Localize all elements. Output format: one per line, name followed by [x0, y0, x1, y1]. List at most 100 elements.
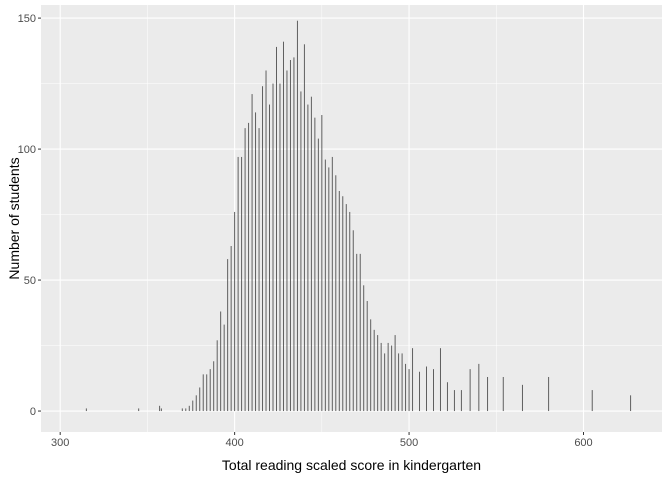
bar: [206, 374, 208, 412]
bar: [331, 156, 333, 412]
bar: [398, 353, 400, 412]
x-tick-label: 600: [574, 437, 592, 449]
bar: [352, 230, 354, 412]
bar: [213, 361, 215, 412]
bar: [391, 345, 393, 412]
y-axis: 0 50 100 150: [18, 13, 41, 418]
bar: [258, 128, 260, 412]
bar: [262, 86, 264, 412]
bar: [181, 408, 183, 412]
bar: [373, 329, 375, 412]
bar: [202, 374, 204, 412]
bar: [160, 408, 162, 412]
bar: [159, 405, 161, 412]
plot-panel: [41, 5, 662, 432]
bar: [248, 122, 250, 412]
bar: [469, 369, 471, 412]
grid-lines: [41, 5, 662, 432]
bar: [188, 405, 190, 412]
bar: [317, 138, 319, 412]
bar: [220, 311, 222, 412]
bar: [345, 204, 347, 412]
bar: [328, 167, 330, 412]
bar: [195, 395, 197, 412]
bar: [230, 246, 232, 412]
bar: [349, 211, 351, 412]
bar: [286, 70, 288, 412]
y-tick-label: 150: [18, 13, 36, 25]
bar: [310, 96, 312, 412]
bar: [293, 57, 295, 412]
bar: [370, 319, 372, 412]
bar: [405, 363, 407, 412]
bar: [487, 376, 489, 412]
bar: [426, 366, 427, 412]
bar: [296, 20, 298, 412]
bar: [446, 382, 448, 412]
bar: [359, 253, 361, 412]
bar: [366, 301, 368, 412]
bar: [453, 390, 455, 412]
y-tick-label: 0: [30, 406, 36, 418]
bar: [282, 41, 284, 412]
bar: [321, 115, 323, 412]
bar: [234, 211, 236, 412]
bar: [401, 353, 403, 412]
bar: [412, 348, 414, 412]
bar: [419, 371, 421, 412]
bar: [199, 387, 201, 412]
bar: [314, 117, 316, 412]
x-tick-label: 300: [51, 437, 69, 449]
x-tick-label: 400: [225, 437, 243, 449]
bar: [216, 340, 218, 412]
x-axis-title: Total reading scaled score in kindergart…: [222, 457, 481, 473]
bar: [265, 70, 267, 412]
bar: [439, 348, 441, 412]
bar: [630, 395, 632, 412]
bar: [342, 196, 344, 412]
bar: [300, 91, 302, 412]
bar: [356, 253, 358, 412]
bar: [85, 408, 87, 412]
bar: [237, 156, 239, 412]
bar: [433, 369, 434, 412]
bar: [227, 259, 229, 412]
y-axis-title: Number of students: [6, 157, 22, 279]
bar: [272, 83, 274, 412]
bar: [138, 408, 140, 412]
bar: [502, 376, 504, 412]
bar: [548, 376, 550, 412]
bar: [478, 363, 480, 412]
bar: [338, 190, 340, 412]
x-tick-label: 500: [400, 437, 418, 449]
bar: [408, 369, 410, 412]
bar: [269, 104, 270, 412]
bar: [394, 335, 396, 412]
bar: [223, 324, 225, 412]
bar: [279, 83, 281, 412]
bar: [244, 128, 246, 412]
bar: [307, 104, 309, 412]
y-tick-label: 50: [24, 275, 36, 287]
bar: [255, 112, 257, 412]
bar: [521, 384, 523, 412]
bar: [384, 353, 386, 412]
bar: [377, 335, 379, 412]
bars: [85, 20, 632, 412]
bar: [460, 390, 462, 412]
bar: [335, 175, 337, 412]
bar: [324, 159, 326, 412]
bar: [591, 390, 593, 412]
x-axis: 300 400 500 600: [51, 432, 593, 449]
bar: [185, 408, 187, 412]
bar: [192, 400, 194, 412]
bar: [209, 369, 211, 412]
bar: [380, 342, 382, 412]
bar: [241, 156, 243, 412]
bar: [303, 44, 305, 412]
bar: [387, 342, 389, 412]
bar: [251, 94, 253, 412]
y-tick-label: 100: [18, 144, 36, 156]
bar: [289, 60, 291, 412]
